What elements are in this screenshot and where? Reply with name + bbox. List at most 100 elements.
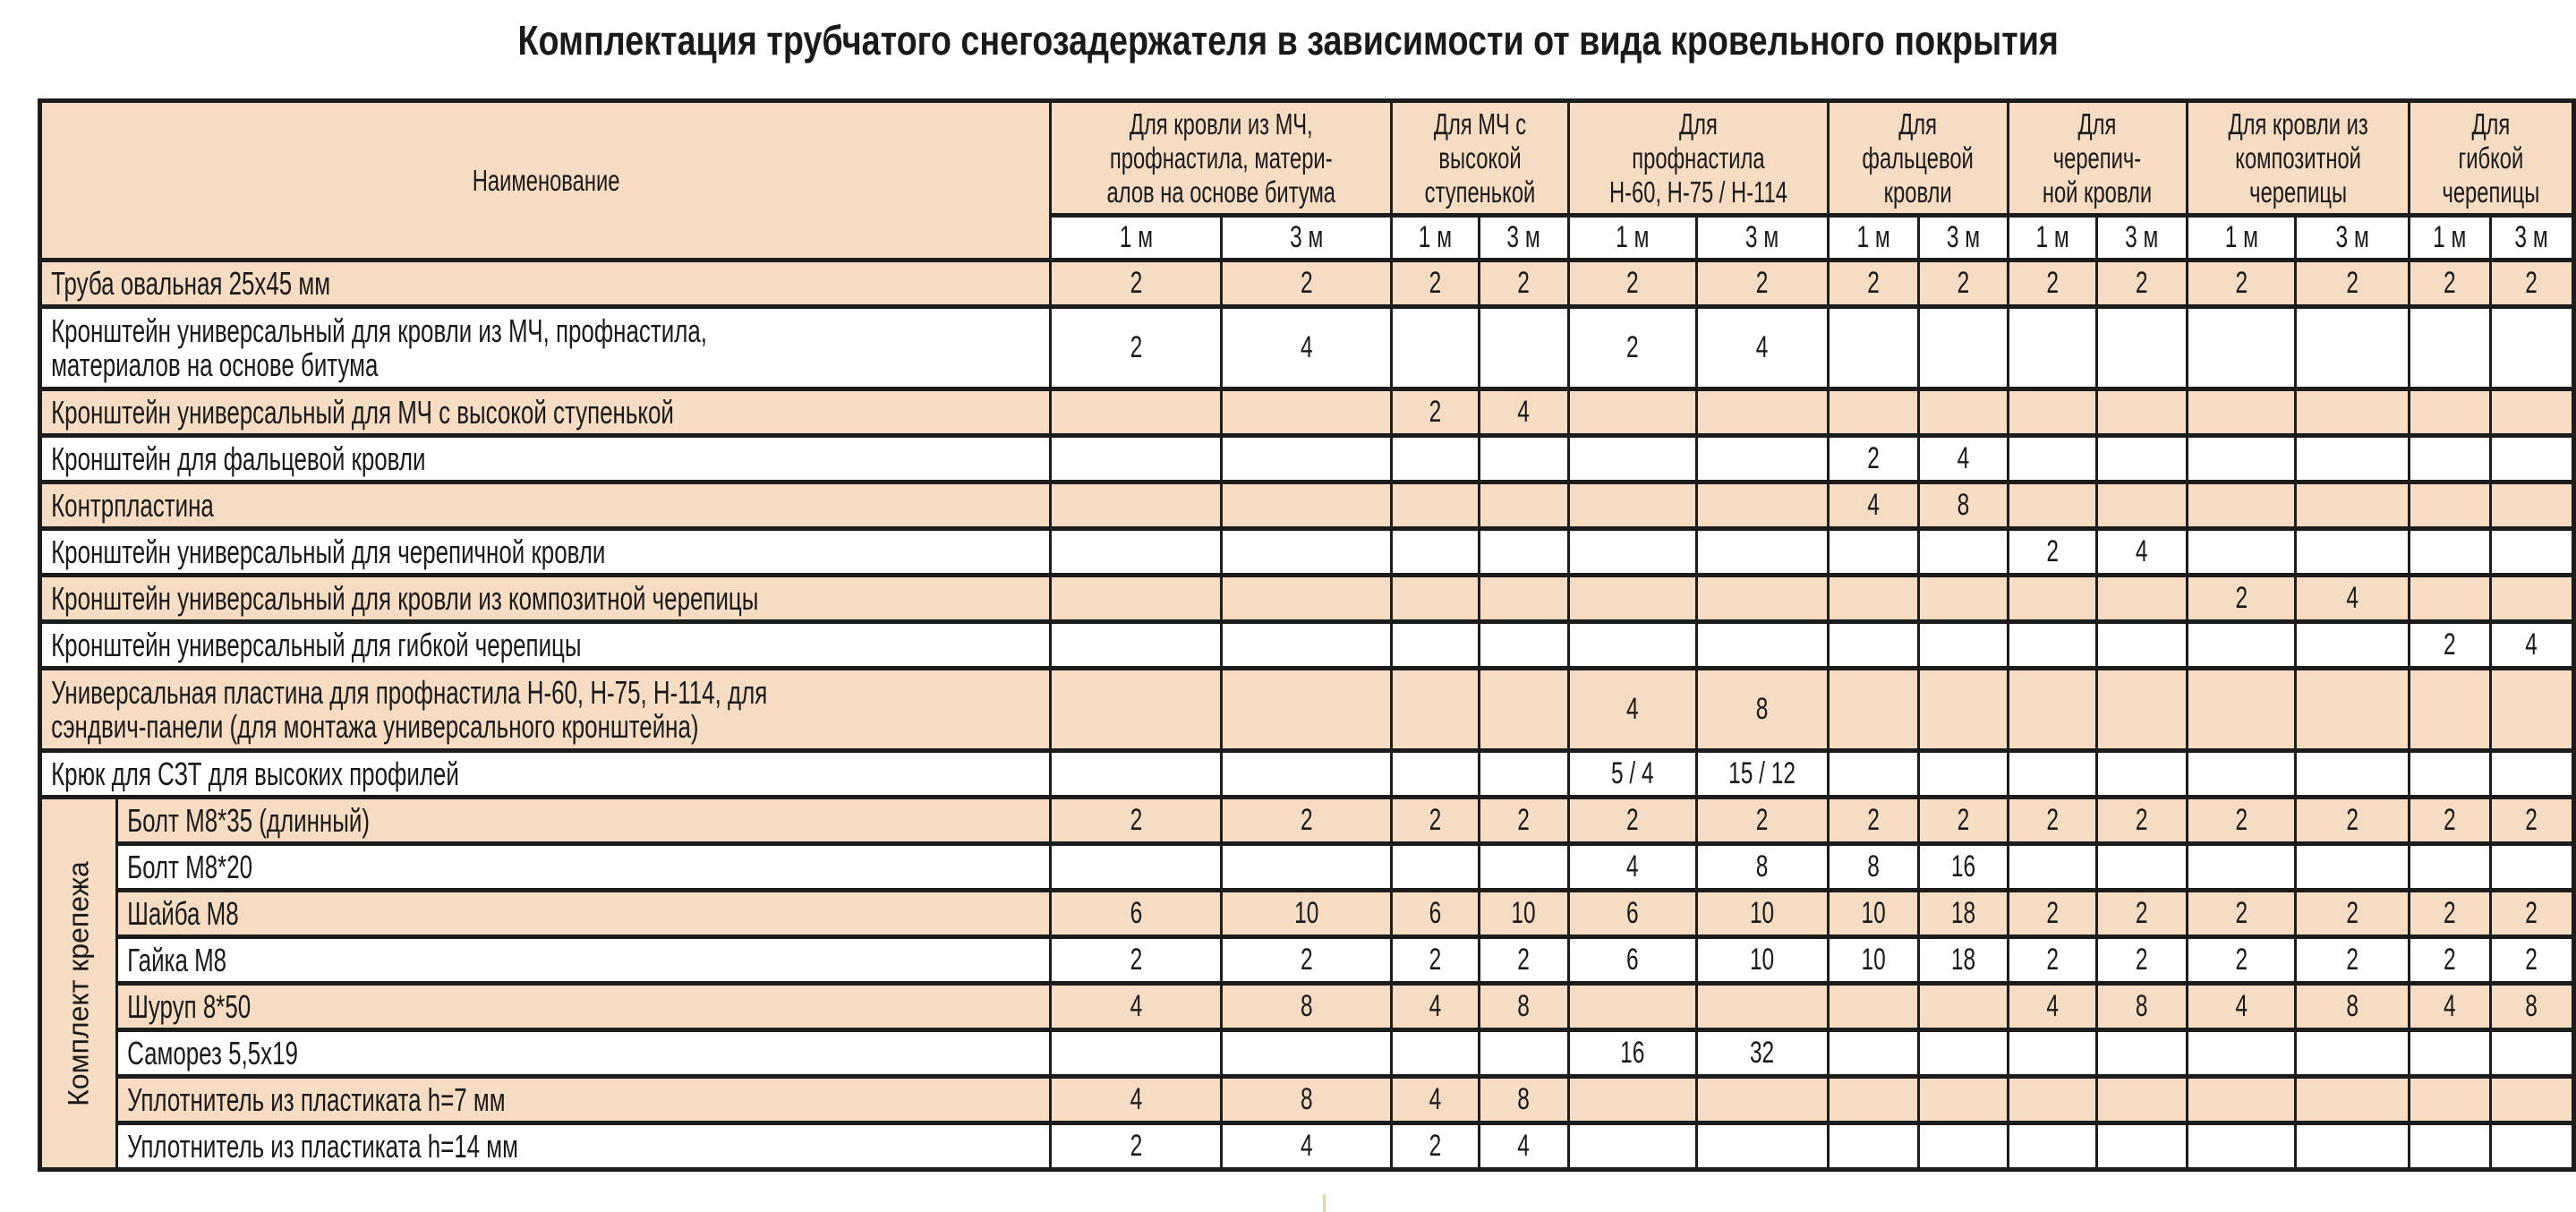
quantity-cell: 2 [2408,935,2492,986]
quantity-cell [1478,841,1570,892]
quantity-cell [1826,981,1920,1032]
group-header-line: Н-60, Н-75 / Н-114 [1608,175,1787,209]
quantity-value: 2 [1957,803,1969,837]
item-name-line: Кронштейн универсальный для кровли из МЧ… [51,312,707,349]
group-header-line: Для МЧ с [1433,107,1526,141]
quantity-cell: 2 [1566,258,1699,309]
group-header-line: Для кровли из [2228,107,2368,141]
quantity-cell [2095,1121,2188,1172]
quantity-value: 4 [2235,989,2248,1023]
quantity-cell [2006,619,2099,670]
table-row: Универсальная пластина для профнастила Н… [38,666,2576,753]
length-label: 1 м [1418,220,1453,254]
group-header-line: профнастила [1632,141,1765,175]
quantity-value: 2 [1756,803,1769,837]
quantity-value: 2 [1429,266,1442,300]
quantity-cell [2095,619,2188,670]
quantity-cell: 2 [1220,935,1393,986]
item-name-line: Гайка М8 [127,941,227,978]
quantity-value: 5 / 4 [1611,756,1654,790]
quantity-cell: 4 [1916,433,2009,484]
table-row: Болт М8*20 4 8 8 16 [40,841,2576,892]
quantity-cell [2095,480,2188,531]
group-header: Для кровли из МЧ, профнастила, матери-ало… [1049,98,1393,218]
length-header: 3 м [1220,213,1393,262]
quantity-cell [2185,1121,2298,1172]
group-header-line: фальцевой [1862,141,1974,175]
quantity-cell [1049,387,1224,438]
quantity-value: 2 [1429,1129,1442,1163]
item-name: Саморез 5,5x19 [115,1028,1053,1079]
quantity-cell [1478,666,1570,753]
quantity-value: 8 [2346,989,2359,1023]
quantity-cell: 10 [1826,888,1920,939]
item-name-line: сэндвич-панели (для монтажа универсально… [51,707,699,745]
quantity-cell [1566,480,1699,531]
quantity-cell [1695,480,1830,531]
quantity-cell [1826,1028,1920,1079]
quantity-cell [2294,841,2411,892]
item-name-line: Кронштейн для фальцевой кровли [51,440,426,477]
quantity-cell: 8 [2294,981,2411,1032]
quantity-value: 4 [1626,849,1639,883]
group-header-text: Для гибкой черепицы [2412,107,2572,209]
quantity-cell: 2 [2488,795,2576,846]
item-name: Универсальная пластина для профнастила Н… [38,666,1053,753]
group-header-text: Для черепич-ной кровли [2010,107,2184,209]
quantity-cell [2185,1074,2298,1125]
quantity-value: 2 [2046,943,2059,977]
quantity-cell [1916,981,2009,1032]
quantity-value: 2 [1130,266,1143,300]
quantity-cell [1695,1121,1830,1172]
quantity-cell [2294,304,2411,391]
quantity-cell [1049,480,1224,531]
quantity-cell [2095,666,2188,753]
quantity-value: 8 [1756,849,1769,883]
quantity-cell [1220,480,1393,531]
quantity-value: 10 [1511,896,1537,930]
quantity-cell [1049,573,1224,624]
quantity-value: 2 [2444,896,2456,930]
item-name-line: Кронштейн универсальный для черепичной к… [51,533,606,570]
quantity-cell [1389,666,1481,753]
length-label: 1 м [1856,220,1890,254]
quantity-cell [1695,573,1830,624]
quantity-value: 4 [2046,989,2059,1023]
table-row: Труба овальная 25x45 мм 2 2 2 2 2 2 2 2 2 2 2 2 2 2 [38,258,2576,309]
quantity-cell: 4 [1566,841,1699,892]
quantity-value: 2 [2525,803,2538,837]
quantity-cell: 2 [1389,387,1481,438]
quantity-cell: 6 [1389,888,1481,939]
quantity-cell: 2 [1049,304,1224,391]
page-title: Комплектация трубчатого снегозадержателя… [517,17,2059,64]
quantity-cell [2006,1074,2099,1125]
quantity-value: 2 [1756,266,1769,300]
quantity-cell [2095,433,2188,484]
item-name-text: Контрпластина [43,486,1048,524]
length-header: 1 м [1049,213,1224,262]
quantity-cell: 2 [1049,795,1224,846]
quantity-value: 2 [1957,266,1969,300]
quantity-cell: 2 [2408,888,2492,939]
quantity-cell [1049,748,1224,799]
quantity-cell [1916,304,2009,391]
quantity-value: 2 [2136,896,2148,930]
quantity-value: 4 [1429,1082,1442,1116]
quantity-cell: 8 [1220,981,1393,1032]
quantity-cell [2185,619,2298,670]
quantity-cell [2006,433,2099,484]
item-name-line: Контрпластина [51,486,214,524]
quantity-cell [2488,1028,2576,1079]
item-name-line: материалов на основе битума [51,346,379,383]
length-label: 1 м [1119,220,1153,254]
quantity-cell: 4 [2408,981,2492,1032]
length-header: 3 м [1695,213,1830,262]
item-name: Болт М8*20 [115,841,1053,892]
quantity-value: 2 [1130,330,1143,364]
group-header-text: Для фальцевой кровли [1830,107,2005,209]
quantity-cell [2294,666,2411,753]
group-header-text: Для профнастила Н-60, Н-75 / Н-114 [1571,107,1825,209]
item-name-text: Уплотнитель из пластиката h=7 мм [120,1082,1048,1117]
quantity-cell: 2 [2095,935,2188,986]
quantity-cell [1049,526,1224,577]
